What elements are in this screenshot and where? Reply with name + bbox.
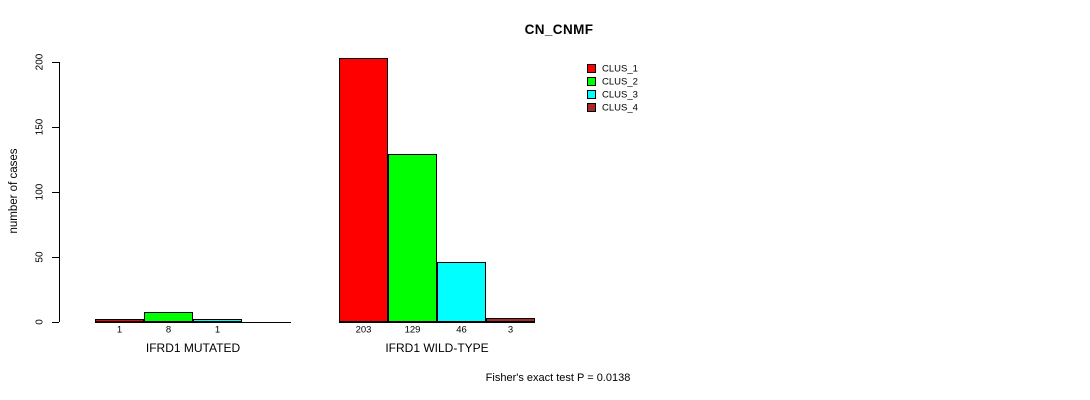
y-axis-line <box>59 62 60 322</box>
bar-value-label: 46 <box>456 324 467 336</box>
y-axis-tick <box>52 127 59 128</box>
bar-value-label: 3 <box>507 324 514 336</box>
y-axis-tick-label: 200 <box>34 53 46 71</box>
bar-value-label: 129 <box>404 324 421 336</box>
bar-value-label: 203 <box>355 324 372 336</box>
chart-title: CN_CNMF <box>524 22 594 37</box>
category-label: IFRD1 WILD-TYPE <box>385 341 489 355</box>
bar-clus_4-group2 <box>486 318 535 322</box>
legend-label-clus_1: CLUS_1 <box>602 63 638 74</box>
legend-swatch-clus_3 <box>587 90 596 100</box>
y-axis-tick <box>52 257 59 258</box>
x-axis-baseline <box>339 322 535 323</box>
bar-value-label: 8 <box>165 324 172 336</box>
x-axis-baseline <box>95 322 291 323</box>
legend-label-clus_4: CLUS_4 <box>602 102 638 114</box>
bar-clus_2-group1 <box>144 312 193 322</box>
bar-clus_3-group2 <box>437 262 486 322</box>
category-label: IFRD1 MUTATED <box>145 341 241 355</box>
y-axis-tick <box>52 322 59 323</box>
y-axis-tick-label: 150 <box>34 118 46 136</box>
legend-swatch-clus_1 <box>587 64 596 73</box>
bar-clus_1-group2 <box>339 58 388 322</box>
y-axis-tick-label: 50 <box>34 251 46 263</box>
bar-value-label: 1 <box>214 324 221 336</box>
y-axis-tick <box>52 62 59 63</box>
bar-clus_2-group2 <box>388 154 437 322</box>
legend-label-clus_3: CLUS_3 <box>602 89 638 101</box>
fisher-test-annotation: Fisher's exact test P = 0.0138 <box>485 372 631 384</box>
legend-swatch-clus_2 <box>587 77 596 87</box>
bar-clus_1-group1 <box>95 319 144 322</box>
bar-clus_3-group1 <box>193 319 242 322</box>
y-axis-tick-label: 0 <box>34 319 46 325</box>
legend-swatch-clus_4 <box>587 103 596 113</box>
bar-value-label: 1 <box>116 324 123 336</box>
legend-label-clus_2: CLUS_2 <box>602 76 638 88</box>
y-axis-tick <box>52 192 59 193</box>
y-axis-tick-label: 100 <box>34 183 46 201</box>
